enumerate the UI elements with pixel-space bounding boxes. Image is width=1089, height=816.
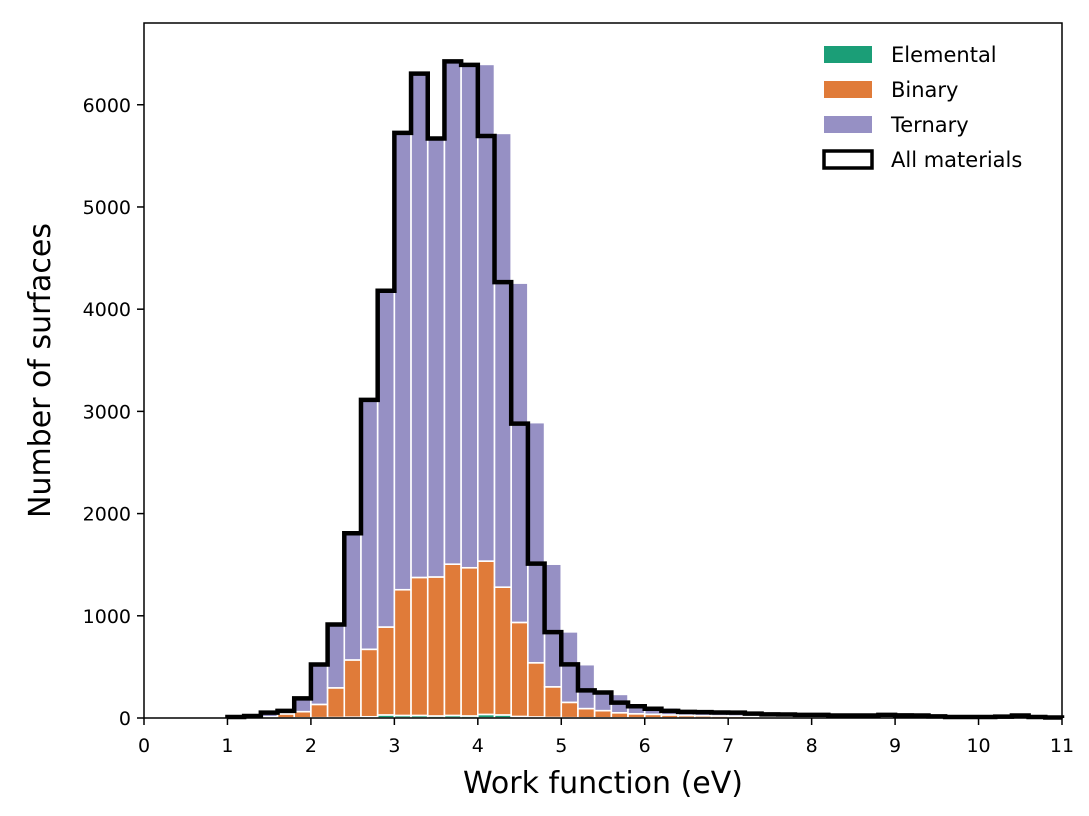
x-axis: 0 1 2 3 4 5 6 7 8 9 10 11: [138, 718, 1074, 757]
x-tick-label: 0: [138, 735, 150, 757]
bar-binary: [310, 703, 329, 719]
legend-swatch-elemental: [824, 46, 872, 63]
bar-ternary: [477, 63, 496, 562]
y-tick-label: 5000: [83, 197, 131, 219]
bar-binary: [543, 686, 563, 719]
y-axis: 0 1000 2000 3000 4000 5000 6000: [83, 95, 144, 730]
x-tick-label: 8: [806, 735, 818, 757]
bar-binary: [426, 576, 446, 717]
bar-ternary: [393, 132, 412, 591]
bar-ternary: [577, 663, 596, 710]
y-tick-label: 6000: [83, 95, 131, 117]
y-tick-label: 0: [119, 708, 131, 730]
x-tick-label: 11: [1050, 735, 1074, 757]
bar-ternary: [426, 137, 446, 578]
plot-frame: [143, 22, 1063, 719]
legend-swatch-all-materials: [822, 149, 874, 170]
x-axis-label: Work function (eV): [463, 766, 743, 801]
bar-binary: [393, 588, 412, 717]
x-tick-label: 3: [388, 735, 400, 757]
bar-ternary: [343, 532, 362, 661]
bar-binary: [510, 621, 529, 718]
y-tick-label: 3000: [83, 401, 131, 423]
bar-binary: [443, 563, 462, 717]
bar-ternary: [510, 282, 529, 624]
bar-binary: [410, 576, 429, 717]
bar-ternary: [310, 663, 329, 706]
legend: Elemental Binary Ternary All materials: [822, 43, 1022, 172]
bar-binary: [460, 566, 479, 717]
legend-swatch-ternary: [824, 116, 872, 133]
x-tick-label: 5: [555, 735, 567, 757]
bar-binary: [577, 707, 596, 719]
legend-label: Binary: [891, 78, 958, 102]
bar-binary: [527, 662, 546, 718]
y-tick-label: 2000: [83, 504, 131, 526]
y-tick-label: 1000: [83, 606, 131, 628]
bar-ternary: [527, 421, 546, 664]
bar-ternary: [543, 563, 563, 688]
all-materials-outline: [225, 59, 1065, 720]
legend-label: All materials: [891, 148, 1022, 172]
bar-binary: [493, 586, 513, 716]
bar-ternary: [326, 623, 346, 689]
bar-ternary: [443, 60, 462, 565]
bar-ternary: [376, 289, 396, 628]
bar-ternary: [560, 631, 579, 704]
bar-ternary: [460, 64, 479, 569]
legend-label: Ternary: [890, 113, 969, 137]
x-tick-label: 2: [305, 735, 317, 757]
x-tick-label: 9: [889, 735, 901, 757]
bar-ternary: [410, 72, 429, 579]
bar-binary: [477, 560, 496, 716]
x-tick-label: 7: [722, 735, 734, 757]
bar-ternary: [360, 399, 379, 651]
legend-swatch-binary: [824, 81, 872, 98]
x-tick-label: 4: [472, 735, 484, 757]
bar-binary: [376, 626, 396, 716]
bar-binary: [560, 701, 579, 719]
x-tick-label: 10: [966, 735, 990, 757]
x-tick-label: 1: [221, 735, 233, 757]
bar-binary: [360, 648, 379, 718]
y-axis-label: Number of surfaces: [23, 223, 58, 518]
bar-binary: [593, 709, 613, 719]
bar-binary: [343, 659, 362, 718]
bar-ternary: [493, 132, 513, 588]
bar-binary: [293, 710, 312, 719]
x-tick-label: 6: [639, 735, 651, 757]
bar-binary: [326, 687, 346, 719]
legend-label: Elemental: [891, 43, 997, 67]
y-tick-label: 4000: [83, 299, 131, 321]
